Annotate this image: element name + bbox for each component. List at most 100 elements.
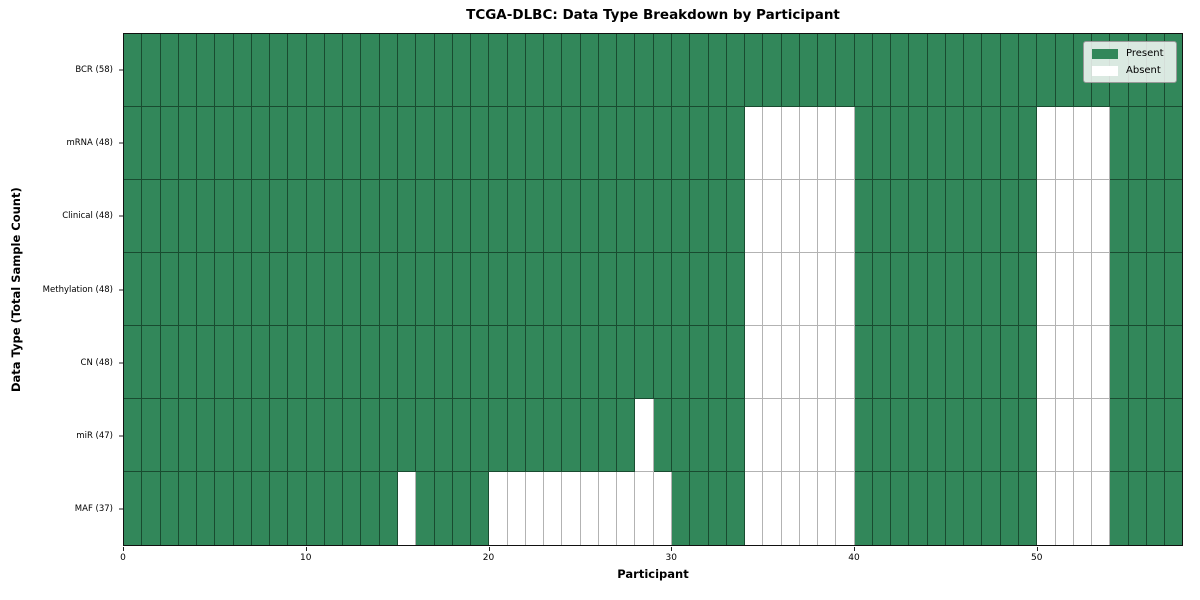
x-axis-label: Participant (617, 567, 689, 581)
heatmap-cell (343, 399, 362, 472)
heatmap-cell (197, 253, 216, 326)
heatmap-cell (471, 253, 490, 326)
heatmap-cell (964, 34, 983, 107)
heatmap-cell (507, 180, 526, 253)
x-tick-label: 20 (482, 553, 495, 563)
heatmap-cell (142, 472, 161, 545)
heatmap-cell (708, 34, 727, 107)
heatmap-cell (635, 326, 654, 399)
heatmap-cell (726, 326, 746, 399)
heatmap-cell (1092, 326, 1111, 399)
heatmap-cell (471, 326, 490, 399)
heatmap-cell (891, 253, 910, 326)
heatmap-cell (215, 34, 234, 107)
heatmap-cell (945, 107, 965, 180)
heatmap-cell (799, 180, 819, 253)
heatmap-cell (781, 180, 800, 253)
heatmap-cell (507, 472, 526, 545)
heatmap-cell (745, 326, 764, 399)
heatmap-cell (1128, 326, 1147, 399)
heatmap-cell (142, 34, 161, 107)
heatmap-cell (1146, 399, 1166, 472)
heatmap-cell (671, 180, 691, 253)
heatmap-cell (653, 107, 672, 180)
heatmap-cell (471, 107, 490, 180)
heatmap-cell (434, 107, 453, 180)
heatmap-cell (671, 399, 691, 472)
heatmap-cell (1128, 107, 1147, 180)
heatmap-cell (544, 253, 563, 326)
heatmap-cell (1019, 253, 1038, 326)
heatmap-cell (1128, 253, 1147, 326)
heatmap-cell (288, 253, 307, 326)
heatmap-cell (1019, 107, 1038, 180)
heatmap-cell (671, 107, 691, 180)
heatmap-cell (160, 399, 179, 472)
heatmap-cell (1092, 472, 1111, 545)
heatmap-cell (562, 472, 581, 545)
heatmap-cell (836, 472, 855, 545)
heatmap-cell (306, 399, 325, 472)
heatmap-cell (891, 472, 910, 545)
heatmap-cell (197, 326, 216, 399)
x-tick-label: 10 (300, 553, 312, 563)
heatmap-cell (562, 34, 581, 107)
heatmap-cell (872, 180, 892, 253)
heatmap-cell (434, 253, 453, 326)
heatmap-cell (124, 326, 143, 399)
heatmap-cell (270, 34, 289, 107)
heatmap-cell (233, 180, 252, 253)
heatmap-cell (1019, 34, 1038, 107)
heatmap-cell (1000, 326, 1020, 399)
heatmap-cell (1000, 399, 1020, 472)
heatmap-cell (708, 107, 727, 180)
heatmap-cell (306, 253, 325, 326)
heatmap-cell (416, 180, 435, 253)
heatmap-cell (1165, 472, 1183, 545)
heatmap-cell (251, 107, 271, 180)
heatmap-cell (324, 326, 344, 399)
heatmap-cell (653, 399, 672, 472)
heatmap-cell (617, 107, 636, 180)
heatmap-cell (1037, 399, 1056, 472)
heatmap-cell (799, 34, 819, 107)
heatmap-cell (690, 326, 709, 399)
heatmap-cell (617, 326, 636, 399)
heatmap-cell (891, 34, 910, 107)
heatmap-cell (324, 399, 344, 472)
heatmap-cell (178, 399, 198, 472)
heatmap-cell (1055, 107, 1074, 180)
heatmap-cell (288, 472, 307, 545)
heatmap-cell (233, 399, 252, 472)
heatmap-cell (288, 326, 307, 399)
heatmap-cell (361, 34, 380, 107)
heatmap-cell (1110, 253, 1129, 326)
heatmap-cell (1037, 107, 1056, 180)
heatmap-cell (416, 326, 435, 399)
heatmap-cell (1073, 253, 1093, 326)
heatmap-cell (306, 34, 325, 107)
heatmap-cell (124, 34, 143, 107)
heatmap-cell (891, 399, 910, 472)
heatmap-cell (197, 34, 216, 107)
heatmap-cell (891, 326, 910, 399)
heatmap-cell (598, 34, 618, 107)
heatmap-cell (982, 180, 1001, 253)
heatmap-cell (836, 253, 855, 326)
heatmap-cell (361, 472, 380, 545)
heatmap-cell (781, 107, 800, 180)
heatmap-cell (635, 107, 654, 180)
heatmap-cell (416, 472, 435, 545)
heatmap-cell (854, 399, 873, 472)
heatmap-cell (726, 107, 746, 180)
heatmap-cell (306, 107, 325, 180)
heatmap-cell (745, 34, 764, 107)
heatmap-cell (580, 472, 599, 545)
heatmap-row-maf (124, 472, 1183, 545)
heatmap-row-mir (124, 399, 1183, 472)
heatmap-cell (818, 253, 837, 326)
heatmap-cell (343, 107, 362, 180)
heatmap-cell (1037, 180, 1056, 253)
heatmap-cell (726, 472, 746, 545)
heatmap-cell (233, 326, 252, 399)
